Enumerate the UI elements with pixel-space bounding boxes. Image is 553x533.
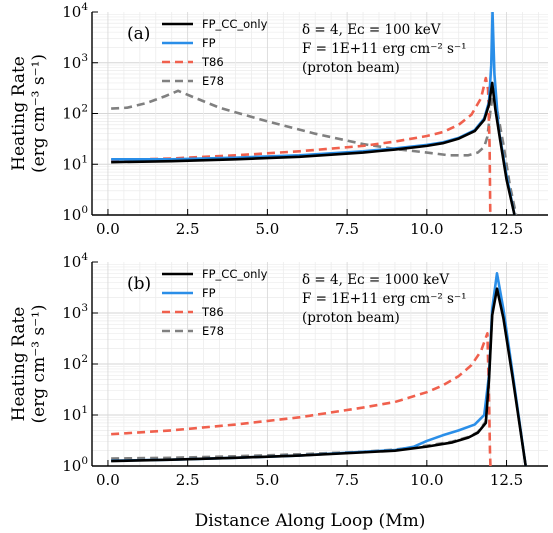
panel-a-annotation-line: F = 1E+11 erg cm⁻² s⁻¹ xyxy=(302,41,467,57)
panel-b-y-tick-label: 101 xyxy=(62,404,88,424)
panel-a-annotation-line: (proton beam) xyxy=(302,60,400,76)
panel-a-x-tick-label: 10.0 xyxy=(410,220,443,238)
panel-b-annotation-line: (proton beam) xyxy=(302,310,400,326)
panel-a-series-t86 xyxy=(111,76,492,215)
panel-b-annotation-line: δ = 4, Eᴄ = 1000 keV xyxy=(302,272,449,288)
panel-a-panel-label: (a) xyxy=(127,24,150,44)
panel-b-legend: FP_CC_only FP T86 E78 xyxy=(162,267,268,338)
panel-b-series-fp-cc-only xyxy=(111,287,527,466)
panel-a-series-group xyxy=(111,12,518,215)
panel-b-x-tick-label: 0.0 xyxy=(96,471,120,489)
panel-a-x-tick-label: 12.5 xyxy=(490,220,523,238)
panel-b-y-tick-label: 100 xyxy=(62,455,88,475)
panel-b-series-t86 xyxy=(111,331,492,466)
panel-b-y-label: (erg cm⁻³ s⁻¹) xyxy=(29,304,49,423)
panel-a-x-tick-label: 5.0 xyxy=(255,220,279,238)
panel-b-y-label: Heating Rate xyxy=(9,307,29,422)
panel-a-y-tick-label: 104 xyxy=(62,1,88,21)
panel-b-series-group xyxy=(111,272,527,466)
panel-b-x-tick-label: 10.0 xyxy=(410,471,443,489)
panel-a-legend-label: FP_CC_only xyxy=(202,17,268,31)
panel-a-series-e78 xyxy=(111,87,518,215)
panel-b-y-tick-label: 102 xyxy=(62,353,88,373)
panel-a-legend-label: T86 xyxy=(201,55,224,69)
panel-a-series-fp-cc-only xyxy=(111,81,516,215)
panel-a-x-tick-label: 2.5 xyxy=(176,220,200,238)
panel-b-legend-label: E78 xyxy=(202,324,224,338)
panel-a-y-tick-label: 101 xyxy=(62,153,88,173)
panel-b-y-tick-label: 103 xyxy=(62,302,88,322)
panel-b-panel-label: (b) xyxy=(127,274,151,294)
panel-b-annotation-line: F = 1E+11 erg cm⁻² s⁻¹ xyxy=(302,291,467,307)
panel-b-x-tick-label: 2.5 xyxy=(176,471,200,489)
panel-b-x-tick-label: 12.5 xyxy=(490,471,523,489)
panel-b: 0.0 2.5 5.0 7.5 10.0 12.5 100 101 102 103 104 Heati… xyxy=(9,251,548,531)
panel-a: 0.0 2.5 5.0 7.5 10.0 12.5 100 101 102 103 104 Heati… xyxy=(9,1,548,238)
panel-a-y-tick-label: 100 xyxy=(62,204,88,224)
panel-b-x-tick-label: 7.5 xyxy=(335,471,359,489)
panel-b-y-tick-label: 104 xyxy=(62,251,88,271)
panel-b-legend-label: T86 xyxy=(201,305,224,319)
panel-a-legend-label: E78 xyxy=(202,74,224,88)
panel-a-legend-label: FP xyxy=(202,36,216,50)
panel-b-legend-label: FP xyxy=(202,286,216,300)
panel-a-y-label: (erg cm⁻³ s⁻¹) xyxy=(29,54,49,173)
panel-b-x-tick-label: 5.0 xyxy=(255,471,279,489)
panel-a-y-label: Heating Rate xyxy=(9,56,29,171)
panel-a-y-tick-label: 102 xyxy=(62,103,88,123)
panel-b-grid xyxy=(92,262,548,467)
panel-b-legend-label: FP_CC_only xyxy=(202,267,268,281)
panel-a-annotation-line: δ = 4, Eᴄ = 100 keV xyxy=(302,22,441,38)
panel-b-x-label: Distance Along Loop (Mm) xyxy=(195,511,426,531)
panel-a-x-tick-label: 7.5 xyxy=(335,220,359,238)
panel-a-legend: FP_CC_only FP T86 E78 xyxy=(162,17,268,88)
panel-a-x-tick-label: 0.0 xyxy=(96,220,120,238)
panel-a-y-tick-label: 103 xyxy=(62,52,88,72)
